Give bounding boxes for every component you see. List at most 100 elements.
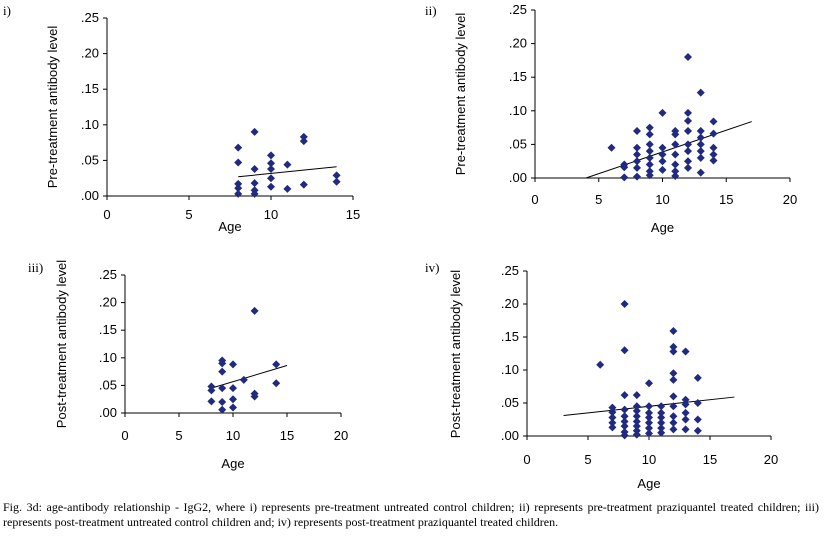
x-tick-label: 15 — [719, 192, 733, 207]
y-tick-label: .10 — [501, 362, 519, 377]
data-point — [669, 327, 678, 336]
data-point — [684, 147, 692, 156]
data-point — [645, 140, 654, 149]
data-point — [684, 140, 692, 149]
data-point — [657, 418, 666, 427]
data-point — [229, 360, 237, 369]
data-point — [681, 415, 690, 424]
data-point — [620, 417, 629, 426]
panel-4: iv) .00 .05 .10 .15 .20 .25 0 5 10 15 20 Age Post-tre… — [425, 260, 778, 491]
data-point — [658, 108, 667, 117]
data-point — [608, 413, 617, 422]
data-point — [669, 392, 678, 401]
data-point — [684, 53, 692, 62]
data-point — [693, 426, 702, 435]
y-tick-label: .20 — [501, 296, 519, 311]
data-point — [632, 406, 641, 415]
data-point — [669, 375, 678, 384]
data-point — [234, 158, 243, 167]
y-tick-label: .25 — [81, 10, 99, 25]
data-point — [671, 130, 680, 139]
data-point — [632, 412, 641, 421]
data-point — [633, 126, 641, 135]
data-point — [234, 184, 243, 193]
x-tick-label: 5 — [595, 192, 602, 207]
data-point — [620, 431, 629, 440]
y-tick-label: .15 — [501, 329, 519, 344]
data-point — [669, 347, 678, 356]
data-point — [696, 126, 705, 135]
data-point — [632, 402, 641, 411]
y-tick-label: .05 — [81, 152, 99, 167]
data-point — [229, 403, 237, 412]
data-point — [645, 160, 654, 169]
y-tick-label: .25 — [99, 267, 117, 282]
y-tick-label: .10 — [81, 117, 99, 132]
data-point — [696, 153, 705, 162]
x-tick-label: 5 — [175, 428, 182, 443]
data-point — [620, 173, 629, 182]
x-tick-label: 0 — [121, 428, 128, 443]
data-point — [234, 179, 243, 188]
data-point — [681, 395, 690, 404]
data-point — [696, 147, 705, 156]
data-point — [645, 167, 654, 176]
data-point — [681, 400, 690, 409]
data-point — [250, 189, 259, 198]
data-point — [658, 165, 667, 174]
data-point — [671, 171, 680, 180]
data-point — [709, 143, 718, 152]
data-point — [633, 157, 641, 166]
data-point — [620, 391, 629, 400]
data-point — [669, 369, 678, 378]
x-tick-label: 15 — [346, 207, 360, 222]
data-point — [671, 150, 680, 159]
data-point — [299, 180, 308, 189]
y-tick-label: .10 — [509, 103, 527, 118]
data-point — [669, 418, 678, 427]
data-point — [645, 402, 653, 411]
x-tick-label: 0 — [531, 192, 538, 207]
data-point — [218, 367, 227, 376]
data-point — [681, 347, 690, 356]
x-axis-label: Age — [218, 219, 241, 234]
y-tick-label: .15 — [509, 69, 527, 84]
data-point — [657, 413, 666, 422]
x-tick-label: 5 — [584, 452, 591, 467]
data-point — [671, 167, 680, 176]
data-point — [218, 359, 227, 368]
y-tick-label: .00 — [509, 170, 527, 185]
x-tick-label: 5 — [185, 207, 192, 222]
data-point — [681, 408, 690, 417]
data-point — [645, 171, 654, 180]
x-axis-label: Age — [221, 456, 244, 471]
data-point — [684, 157, 692, 166]
x-tick-label: 20 — [783, 192, 797, 207]
data-point — [283, 160, 292, 169]
data-point — [696, 88, 705, 97]
data-point — [620, 412, 629, 421]
data-point — [620, 346, 629, 355]
data-point — [332, 177, 341, 186]
x-tick-label: 15 — [280, 428, 294, 443]
data-point — [272, 360, 281, 369]
data-point — [632, 417, 641, 426]
data-point — [632, 422, 641, 431]
data-point — [607, 143, 616, 152]
data-point — [299, 137, 308, 146]
data-point — [669, 342, 678, 351]
data-point — [272, 379, 281, 388]
data-point — [250, 127, 259, 136]
data-point — [669, 402, 678, 411]
panel-1: i) .00 .05 .10 .15 .20 .25 0 5 10 15 Age Pre-treatme… — [3, 3, 360, 234]
y-tick-label: .00 — [81, 188, 99, 203]
data-point — [696, 133, 705, 142]
data-point — [657, 408, 666, 417]
data-point — [250, 164, 259, 173]
data-point — [596, 360, 605, 369]
data-point — [620, 163, 629, 172]
panel-3: iii) .00 .05 .10 .15 .20 .25 0 5 10 15 20 Age Post-tr… — [28, 260, 348, 471]
data-point — [684, 126, 692, 135]
data-point — [684, 116, 692, 125]
y-tick-label: .15 — [81, 81, 99, 96]
